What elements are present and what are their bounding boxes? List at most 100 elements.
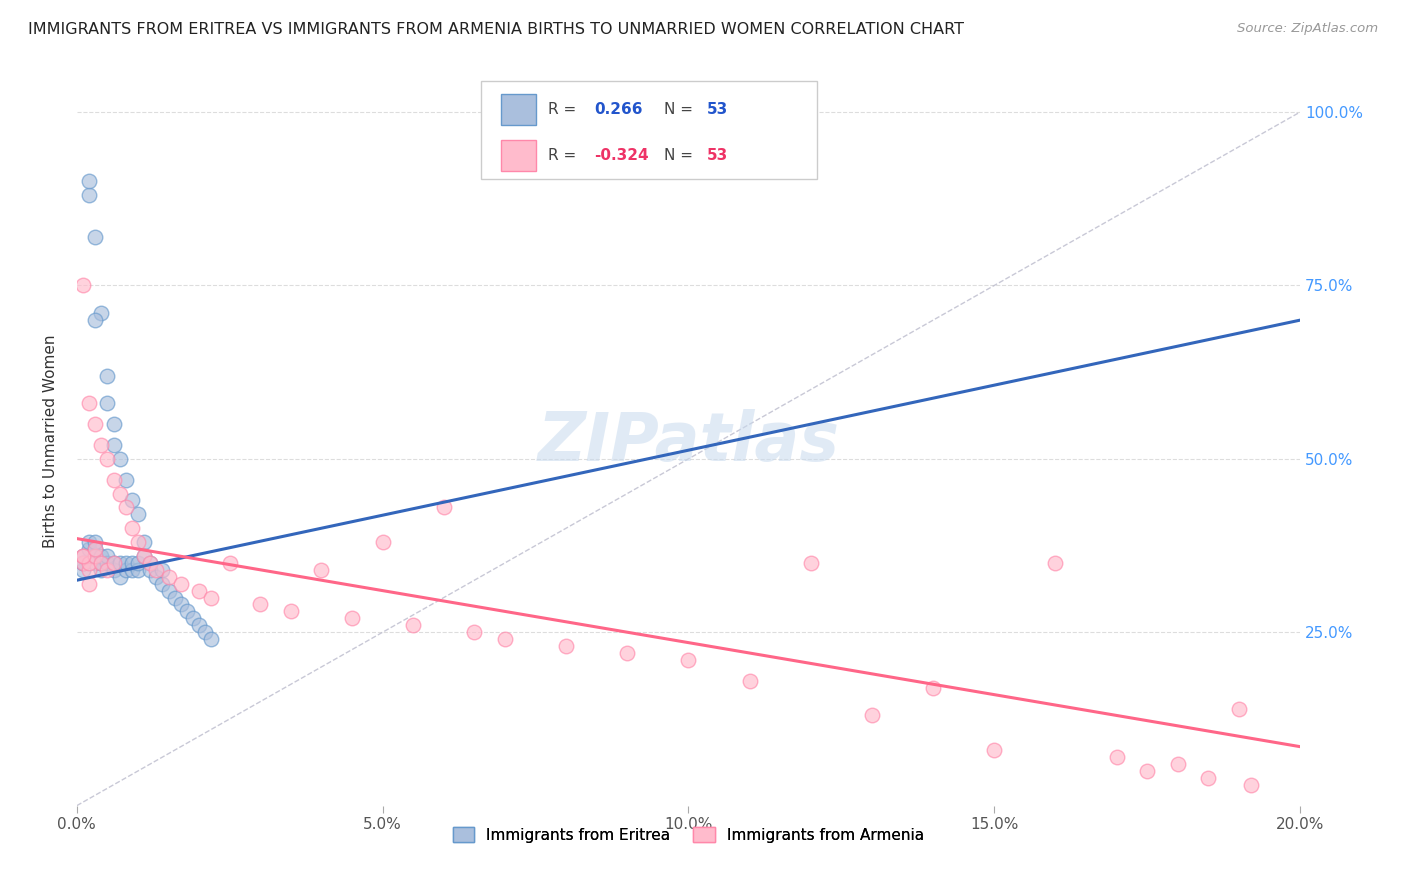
Point bbox=[127, 535, 149, 549]
Point bbox=[200, 591, 222, 605]
Point bbox=[188, 583, 211, 598]
Point bbox=[1136, 764, 1159, 778]
Point bbox=[194, 625, 217, 640]
Y-axis label: Births to Unmarried Women: Births to Unmarried Women bbox=[44, 334, 58, 549]
Point bbox=[176, 604, 198, 618]
Point bbox=[983, 743, 1005, 757]
Text: Source: ZipAtlas.com: Source: ZipAtlas.com bbox=[1237, 22, 1378, 36]
Point bbox=[108, 570, 131, 584]
Point bbox=[616, 646, 638, 660]
Point bbox=[1045, 556, 1067, 570]
Point bbox=[134, 549, 156, 563]
Point bbox=[72, 556, 94, 570]
Point bbox=[1105, 750, 1128, 764]
Point bbox=[84, 313, 107, 327]
Point bbox=[678, 653, 700, 667]
Point bbox=[463, 625, 485, 640]
Point bbox=[218, 556, 240, 570]
Text: ZIPatlas: ZIPatlas bbox=[537, 409, 839, 475]
Point bbox=[90, 556, 112, 570]
Point bbox=[108, 486, 131, 500]
Point bbox=[90, 556, 112, 570]
Point bbox=[77, 188, 100, 202]
Point bbox=[134, 549, 156, 563]
Point bbox=[96, 368, 118, 383]
Point bbox=[90, 306, 112, 320]
Text: 53: 53 bbox=[707, 103, 728, 117]
Point bbox=[84, 556, 107, 570]
Point bbox=[145, 570, 167, 584]
Point bbox=[77, 174, 100, 188]
Point bbox=[114, 563, 136, 577]
Point bbox=[72, 556, 94, 570]
Point bbox=[121, 493, 143, 508]
Point bbox=[139, 563, 162, 577]
Point bbox=[72, 549, 94, 563]
Point bbox=[1227, 701, 1250, 715]
Point bbox=[84, 541, 107, 556]
Point bbox=[77, 541, 100, 556]
Point bbox=[249, 598, 271, 612]
Point bbox=[84, 541, 107, 556]
Point bbox=[188, 618, 211, 632]
Point bbox=[103, 563, 125, 577]
Text: IMMIGRANTS FROM ERITREA VS IMMIGRANTS FROM ARMENIA BIRTHS TO UNMARRIED WOMEN COR: IMMIGRANTS FROM ERITREA VS IMMIGRANTS FR… bbox=[28, 22, 965, 37]
Point bbox=[103, 556, 125, 570]
Point bbox=[494, 632, 516, 647]
Point bbox=[170, 576, 193, 591]
Point bbox=[77, 563, 100, 577]
Point bbox=[134, 535, 156, 549]
Point bbox=[84, 417, 107, 432]
Point bbox=[280, 604, 302, 618]
Point bbox=[90, 563, 112, 577]
Point bbox=[200, 632, 222, 647]
Point bbox=[127, 508, 149, 522]
Point bbox=[77, 396, 100, 410]
Point bbox=[96, 396, 118, 410]
Point bbox=[72, 556, 94, 570]
Point bbox=[152, 563, 174, 577]
Point bbox=[84, 230, 107, 244]
Point bbox=[371, 535, 394, 549]
Point bbox=[114, 556, 136, 570]
FancyBboxPatch shape bbox=[502, 140, 536, 170]
Point bbox=[77, 535, 100, 549]
Point bbox=[311, 563, 333, 577]
Point bbox=[121, 521, 143, 535]
FancyBboxPatch shape bbox=[502, 95, 536, 125]
Text: N =: N = bbox=[664, 148, 697, 162]
Point bbox=[152, 576, 174, 591]
Point bbox=[738, 673, 761, 688]
Point bbox=[139, 556, 162, 570]
Point bbox=[103, 438, 125, 452]
Point bbox=[96, 563, 118, 577]
Point bbox=[72, 278, 94, 293]
Point bbox=[433, 500, 456, 515]
Point bbox=[103, 473, 125, 487]
Point bbox=[84, 549, 107, 563]
Point bbox=[108, 451, 131, 466]
Point bbox=[121, 563, 143, 577]
Point bbox=[108, 556, 131, 570]
FancyBboxPatch shape bbox=[481, 81, 817, 179]
Point bbox=[114, 500, 136, 515]
Point bbox=[1197, 771, 1219, 785]
Point bbox=[90, 549, 112, 563]
Text: N =: N = bbox=[664, 103, 697, 117]
Point bbox=[170, 598, 193, 612]
Point bbox=[145, 563, 167, 577]
Point bbox=[84, 549, 107, 563]
Point bbox=[96, 549, 118, 563]
Text: 0.266: 0.266 bbox=[595, 103, 643, 117]
Point bbox=[77, 576, 100, 591]
Point bbox=[103, 556, 125, 570]
Point bbox=[72, 563, 94, 577]
Point bbox=[1167, 756, 1189, 771]
Point bbox=[157, 570, 180, 584]
Point bbox=[139, 556, 162, 570]
Point bbox=[922, 681, 945, 695]
Point bbox=[114, 473, 136, 487]
Text: R =: R = bbox=[548, 103, 581, 117]
Point bbox=[127, 563, 149, 577]
Point bbox=[96, 556, 118, 570]
